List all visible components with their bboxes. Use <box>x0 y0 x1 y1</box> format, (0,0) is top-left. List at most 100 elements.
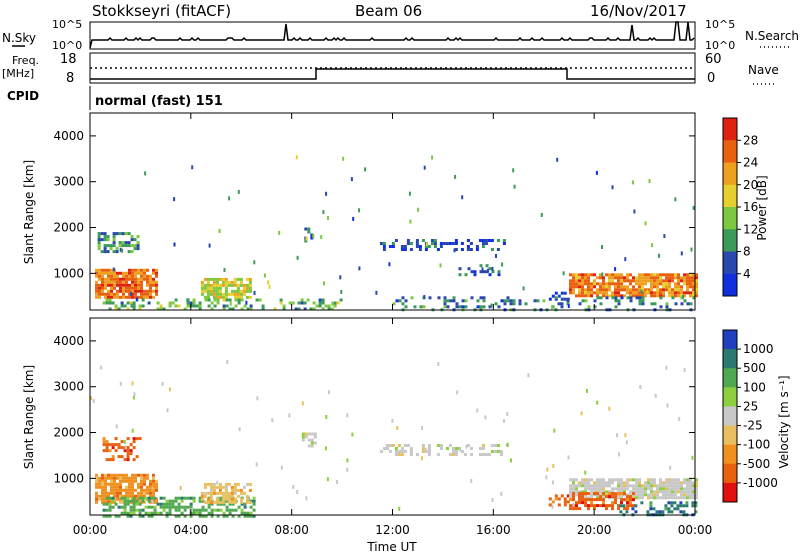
colorbar-tick-label: -100 <box>743 438 770 452</box>
data-cell <box>605 507 608 511</box>
data-cell <box>620 288 623 292</box>
data-cell <box>95 500 98 504</box>
data-cell <box>123 505 127 509</box>
data-cell <box>656 276 659 280</box>
data-cell <box>240 307 244 311</box>
data-cell <box>617 490 620 494</box>
data-cell <box>599 282 602 286</box>
data-cell <box>153 496 157 500</box>
data-cell <box>128 482 131 486</box>
data-cell <box>137 280 140 284</box>
data-cell <box>382 447 386 450</box>
data-cell <box>155 283 158 287</box>
data-cell <box>692 282 695 286</box>
data-cell <box>397 450 401 453</box>
data-cell <box>206 295 210 299</box>
x-tick-label: 08:00 <box>274 523 309 537</box>
data-cell <box>671 291 674 295</box>
data-cell <box>144 171 147 176</box>
x-tick-label: 04:00 <box>174 523 209 537</box>
data-cell <box>638 493 641 497</box>
data-cell <box>382 248 386 251</box>
data-cell <box>695 478 698 482</box>
data-cell <box>233 295 237 299</box>
data-cell <box>575 504 578 508</box>
data-cell <box>654 393 657 398</box>
data-cell <box>137 286 140 290</box>
data-cell <box>392 302 396 306</box>
data-cell <box>215 497 219 501</box>
data-cell <box>233 277 237 281</box>
data-cell <box>695 282 698 286</box>
data-cell <box>107 268 110 272</box>
data-cell <box>590 478 593 482</box>
data-cell <box>424 245 428 248</box>
data-cell <box>95 289 98 293</box>
data-cell <box>629 498 632 502</box>
data-cell <box>111 443 115 447</box>
data-cell <box>602 487 605 491</box>
data-cell <box>95 479 98 483</box>
colorbar-tick-label: 25 <box>743 399 758 413</box>
data-cell <box>653 279 656 283</box>
data-cell <box>177 505 181 509</box>
data-cell <box>90 396 93 401</box>
data-cell <box>113 485 116 489</box>
data-cell <box>125 491 128 495</box>
data-cell <box>222 307 226 311</box>
data-cell <box>605 490 608 494</box>
data-cell <box>466 444 470 447</box>
data-cell <box>111 499 115 503</box>
data-cell <box>112 244 116 248</box>
data-cell <box>575 285 578 289</box>
data-cell <box>439 447 443 450</box>
data-cell <box>162 307 166 311</box>
velocity-data-cells <box>90 360 698 518</box>
data-cell <box>147 496 151 500</box>
data-cell <box>506 296 510 300</box>
data-cell <box>318 301 322 305</box>
data-cell <box>186 304 190 308</box>
data-cell <box>632 492 635 496</box>
data-cell <box>680 484 683 488</box>
data-cell <box>301 432 305 436</box>
data-cell <box>132 458 136 462</box>
data-cell <box>101 497 104 501</box>
data-cell <box>113 482 116 486</box>
data-cell <box>221 494 225 498</box>
data-cell <box>662 291 665 295</box>
data-cell <box>593 490 596 494</box>
data-cell <box>662 279 665 283</box>
data-cell <box>562 271 565 276</box>
data-cell <box>143 494 146 498</box>
data-cell <box>222 304 226 308</box>
data-cell <box>110 295 113 299</box>
data-cell <box>180 499 184 503</box>
data-cell <box>152 479 155 483</box>
data-cell <box>650 276 653 280</box>
data-cell <box>617 504 620 508</box>
data-cell <box>653 302 657 306</box>
data-cell <box>683 276 686 280</box>
data-cell <box>119 473 122 477</box>
data-cell <box>227 292 231 296</box>
data-cell <box>446 305 450 309</box>
data-cell <box>581 288 584 292</box>
data-cell <box>137 268 140 272</box>
data-cell <box>125 479 128 483</box>
data-cell <box>479 264 483 268</box>
data-cell <box>200 283 204 287</box>
data-cell <box>473 273 477 277</box>
data-cell <box>203 286 207 290</box>
data-cell <box>674 496 677 500</box>
data-cell <box>677 288 680 292</box>
data-cell <box>146 491 149 495</box>
data-cell <box>484 415 487 420</box>
noise-sky-line <box>89 21 695 49</box>
data-cell <box>686 496 689 500</box>
data-cell <box>608 490 611 494</box>
data-cell <box>650 481 653 485</box>
data-cell <box>222 511 226 515</box>
data-cell <box>118 244 122 248</box>
data-cell <box>159 505 163 509</box>
